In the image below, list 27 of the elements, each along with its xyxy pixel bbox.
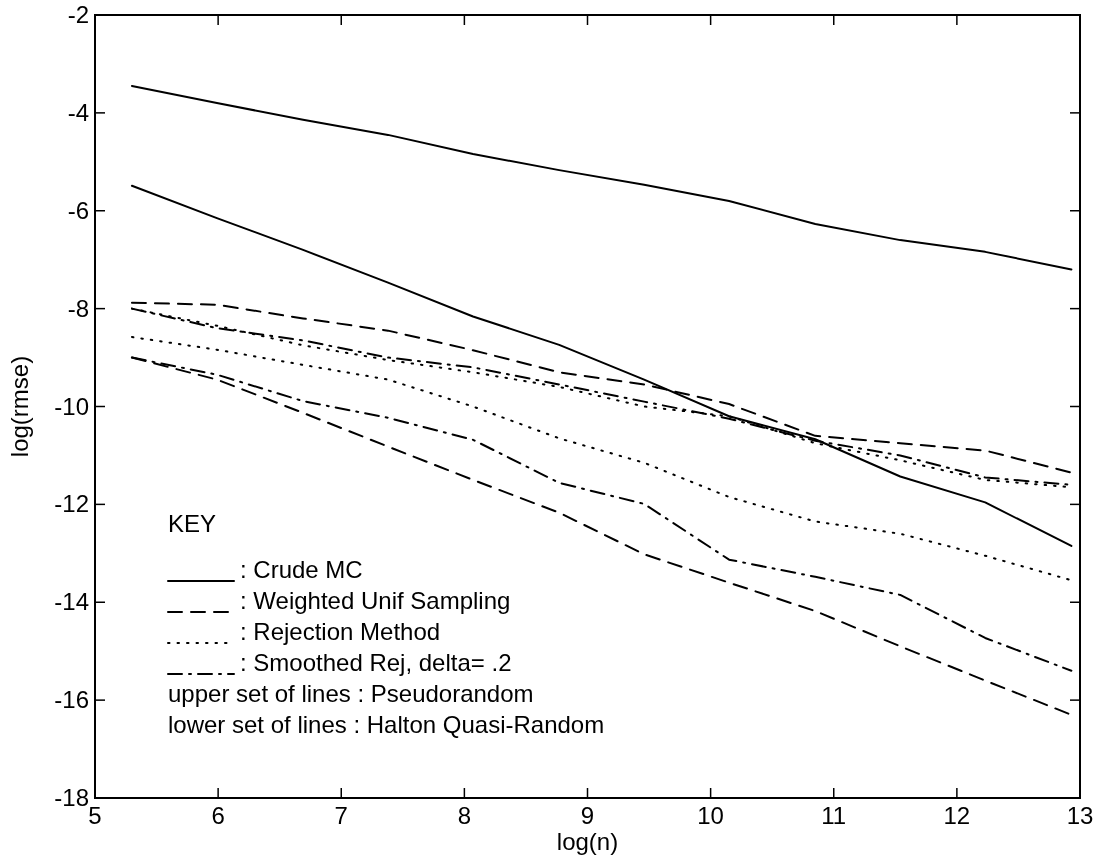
x-tick-label: 8 <box>457 802 472 829</box>
y-tick-label: -8 <box>67 294 89 322</box>
legend-label: : Crude MC <box>240 556 363 583</box>
x-tick-label: 7 <box>334 802 348 829</box>
legend-label: : Rejection Method <box>240 618 441 645</box>
y-tick-label: -14 <box>54 588 89 616</box>
y-axis-title: log(rmse) <box>6 355 33 458</box>
x-tick-label: 12 <box>943 802 971 829</box>
y-tick-label: -16 <box>54 686 89 714</box>
x-tick-label: 10 <box>697 802 724 829</box>
x-tick-label: 9 <box>580 802 595 829</box>
x-tick-label: 6 <box>211 802 225 829</box>
annotation: upper set of lines : Pseudorandom <box>168 680 534 707</box>
y-tick-label: -12 <box>54 490 89 518</box>
legend-label: : Smoothed Rej, delta= .2 <box>240 649 512 676</box>
y-tick-label: -10 <box>54 392 89 420</box>
x-tick-label: 11 <box>821 802 847 829</box>
x-tick-label: 5 <box>88 802 102 829</box>
y-tick-label: -4 <box>67 98 89 126</box>
y-tick-label: -2 <box>67 1 89 28</box>
annotation: lower set of lines : Halton Quasi-Random <box>168 711 605 738</box>
y-tick-label: -6 <box>67 196 89 224</box>
y-tick-label: -18 <box>54 784 89 811</box>
legend-title: KEY <box>168 510 217 537</box>
x-tick-label: 13 <box>1066 802 1094 829</box>
legend-label: : Weighted Unif Sampling <box>240 587 511 614</box>
x-axis-title: log(n) <box>556 828 619 855</box>
